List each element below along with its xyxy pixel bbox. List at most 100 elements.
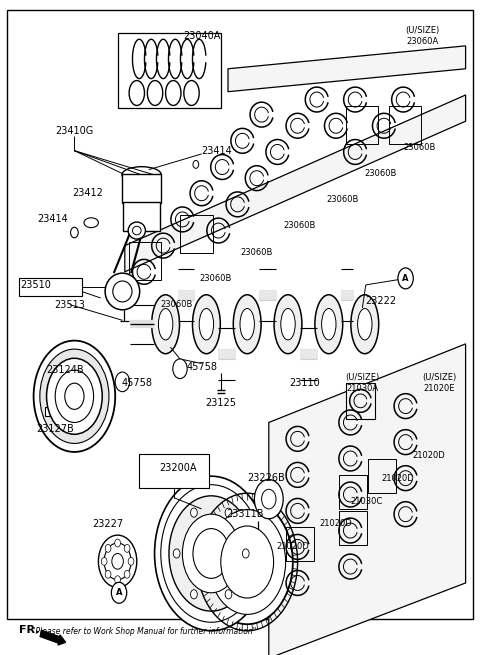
Ellipse shape [351,295,379,354]
Circle shape [225,590,232,599]
Circle shape [169,496,253,611]
Circle shape [105,544,111,552]
Bar [339,475,367,509]
Text: 23124B: 23124B [46,365,84,375]
Text: 23125: 23125 [205,398,236,408]
Circle shape [55,370,94,422]
Circle shape [105,571,111,578]
Ellipse shape [128,222,145,239]
Circle shape [182,514,240,593]
Circle shape [65,383,84,409]
Text: (U/SIZE)
21030A: (U/SIZE) 21030A [345,373,380,393]
Text: 45758: 45758 [121,378,152,388]
Circle shape [225,508,232,517]
Ellipse shape [132,227,141,235]
Circle shape [202,500,293,624]
Text: 45758: 45758 [186,362,217,372]
Text: 23060B: 23060B [283,221,315,231]
Circle shape [191,508,197,517]
Polygon shape [228,46,466,92]
Text: 23410G: 23410G [55,126,94,136]
Circle shape [124,544,130,552]
Text: FR.: FR. [19,625,40,635]
Ellipse shape [281,309,295,340]
Circle shape [191,590,197,599]
Text: 23414: 23414 [37,214,68,225]
Ellipse shape [84,217,98,228]
Bar [123,202,160,231]
Ellipse shape [158,309,173,340]
Circle shape [111,582,127,603]
Circle shape [193,529,229,578]
Circle shape [112,553,123,569]
Text: A: A [116,588,122,597]
Bar [180,215,213,253]
Ellipse shape [274,295,302,354]
Bar [339,511,367,545]
Bar [286,527,314,561]
Circle shape [262,489,276,509]
Circle shape [173,359,187,379]
Ellipse shape [233,295,261,354]
Text: 23311B: 23311B [226,509,264,519]
Text: 21020D: 21020D [413,451,445,460]
Ellipse shape [358,309,372,340]
Text: 23110: 23110 [289,378,320,388]
Text: (U/SIZE)
23060A: (U/SIZE) 23060A [405,26,440,46]
Text: 23513: 23513 [54,299,85,310]
Circle shape [40,349,109,443]
Circle shape [161,485,262,622]
Text: 23227: 23227 [93,519,123,529]
Ellipse shape [240,309,254,340]
Text: 23412: 23412 [72,188,103,198]
Text: 23060B: 23060B [161,300,193,309]
Text: 23127B: 23127B [36,424,74,434]
Polygon shape [269,344,466,655]
Bar [346,106,378,144]
Bar [346,383,375,419]
Circle shape [209,510,286,614]
Circle shape [104,543,131,580]
Circle shape [115,539,120,547]
Bar [19,278,82,296]
Bar [368,458,396,493]
Bar [118,33,221,108]
Ellipse shape [199,309,214,340]
Text: 23060B: 23060B [365,169,397,178]
Circle shape [221,526,274,598]
Circle shape [173,549,180,558]
Text: 23510: 23510 [21,280,51,290]
Circle shape [193,160,199,168]
Circle shape [137,201,146,214]
Text: 23060B: 23060B [326,195,359,204]
Text: 23060B: 23060B [403,143,435,152]
Polygon shape [125,95,466,272]
Text: 21020D: 21020D [382,474,414,483]
Circle shape [155,476,268,631]
Ellipse shape [122,166,161,183]
Text: 23226B: 23226B [248,473,285,483]
Circle shape [254,479,283,519]
FancyArrow shape [40,630,66,645]
Circle shape [115,372,130,392]
Bar [389,106,421,144]
Bar [45,407,57,416]
Bar [139,454,209,488]
Text: 21020D: 21020D [276,542,309,552]
Text: 21020D: 21020D [319,519,352,529]
Text: 23414: 23414 [202,145,232,156]
Circle shape [101,557,107,565]
Circle shape [398,268,413,289]
Text: A: A [402,274,409,283]
Bar [122,174,161,203]
Text: 23060B: 23060B [240,248,272,257]
Text: 21030C: 21030C [350,496,383,506]
Ellipse shape [315,295,343,354]
Circle shape [128,557,134,565]
Circle shape [47,358,102,434]
Ellipse shape [152,295,180,354]
Circle shape [115,576,120,584]
Text: 23200A: 23200A [159,463,196,474]
Ellipse shape [192,295,220,354]
Ellipse shape [105,273,140,310]
